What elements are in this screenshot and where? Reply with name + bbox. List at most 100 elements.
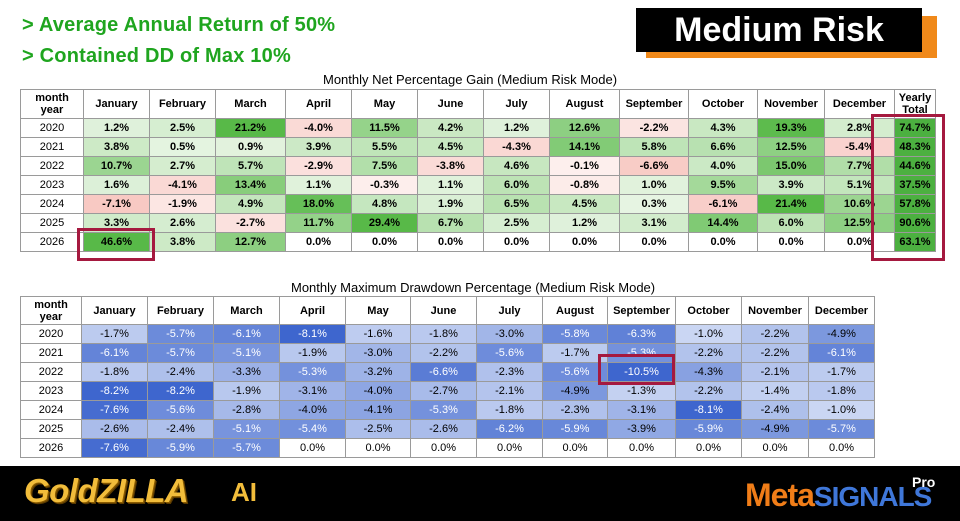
gain-table-title: Monthly Net Percentage Gain (Medium Risk… xyxy=(323,72,618,87)
month-header-april: April xyxy=(285,89,352,119)
month-header-may: May xyxy=(345,296,411,325)
highlight-jan-2026 xyxy=(77,228,155,261)
value-cell: 0.3% xyxy=(619,194,689,214)
value-cell: -3.0% xyxy=(476,324,543,344)
value-cell: -5.9% xyxy=(147,438,214,458)
value-cell: -3.1% xyxy=(607,400,676,420)
value-cell: -8.2% xyxy=(81,381,148,401)
value-cell: 2.8% xyxy=(824,118,895,138)
value-cell: -7.6% xyxy=(81,438,148,458)
value-cell: 4.5% xyxy=(417,137,484,157)
value-cell: -2.6% xyxy=(410,419,477,439)
yearly-total-cell: 44.6% xyxy=(894,156,936,176)
month-header-june: June xyxy=(410,296,477,325)
month-header-april-line: April xyxy=(305,98,332,110)
corner-header-line: month xyxy=(35,92,69,104)
value-cell: -1.0% xyxy=(675,324,742,344)
value-cell: 21.2% xyxy=(215,118,286,138)
year-cell: 2020 xyxy=(20,118,84,138)
month-header-november-line: November xyxy=(764,98,818,110)
value-cell: 2.5% xyxy=(483,213,550,233)
value-cell: -0.8% xyxy=(549,175,620,195)
value-cell: -3.9% xyxy=(607,419,676,439)
drawdown-table: month year January February March April May Jun… xyxy=(20,296,875,458)
month-header-august: August xyxy=(542,296,608,325)
year-cell: 2025 xyxy=(20,419,82,439)
value-cell: -1.7% xyxy=(808,362,875,382)
value-cell: -2.8% xyxy=(213,400,280,420)
value-cell: -5.3% xyxy=(410,400,477,420)
value-cell: 0.0% xyxy=(417,232,484,252)
month-header-february: February xyxy=(149,89,216,119)
month-header-february: February xyxy=(147,296,214,325)
value-cell: 2.5% xyxy=(149,118,216,138)
metasignals-logo-meta: Meta xyxy=(745,477,815,513)
value-cell: -5.6% xyxy=(542,362,608,382)
value-cell: -5.3% xyxy=(279,362,346,382)
value-cell: -6.1% xyxy=(688,194,758,214)
gain-table: month year January February March April May Jun… xyxy=(20,89,936,252)
value-cell: 3.8% xyxy=(83,137,150,157)
month-header-january-line: January xyxy=(93,304,136,317)
value-cell: -1.8% xyxy=(808,381,875,401)
value-cell: -3.3% xyxy=(213,362,280,382)
table-row: 2024 -7.6% -5.6% -2.8% -4.0% -4.1% -5.3% -1.8% -… xyxy=(20,400,875,420)
highlight-yearly-total xyxy=(871,114,945,261)
month-header-july-line: July xyxy=(505,98,528,110)
value-cell: -1.7% xyxy=(81,324,148,344)
value-cell: -4.1% xyxy=(149,175,216,195)
metasignals-logo-pro: Pro xyxy=(912,474,936,490)
value-cell: 0.0% xyxy=(808,438,875,458)
month-header-november: November xyxy=(757,89,825,119)
value-cell: -4.9% xyxy=(741,419,809,439)
value-cell: 0.0% xyxy=(824,232,895,252)
corner-header-line: month xyxy=(34,298,68,311)
value-cell: 2.6% xyxy=(149,213,216,233)
value-cell: 0.0% xyxy=(619,232,689,252)
value-cell: 4.6% xyxy=(483,156,550,176)
value-cell: -5.7% xyxy=(213,438,280,458)
value-cell: 6.0% xyxy=(757,213,825,233)
value-cell: -2.4% xyxy=(147,362,214,382)
gain-table-header-row: month year January February March April May Jun… xyxy=(20,89,936,119)
value-cell: 13.4% xyxy=(215,175,286,195)
value-cell: 10.7% xyxy=(83,156,150,176)
month-header-january: January xyxy=(83,89,150,119)
value-cell: 4.0% xyxy=(688,156,758,176)
value-cell: 0.0% xyxy=(675,438,742,458)
value-cell: 14.4% xyxy=(688,213,758,233)
value-cell: 6.0% xyxy=(483,175,550,195)
month-header-february-line: February xyxy=(158,98,207,110)
month-header-april: April xyxy=(279,296,346,325)
drawdown-table-header-row: month year January February March April May Jun… xyxy=(20,296,875,325)
year-cell: 2022 xyxy=(20,362,82,382)
table-row: 2022 -1.8% -2.4% -3.3% -5.3% -3.2% -6.6% -2.3% -… xyxy=(20,362,875,382)
value-cell: 5.7% xyxy=(215,156,286,176)
yearly-total-cell: 37.5% xyxy=(894,175,936,195)
value-cell: 0.0% xyxy=(410,438,477,458)
month-header-march: March xyxy=(213,296,280,325)
value-cell: -2.4% xyxy=(147,419,214,439)
value-cell: -8.1% xyxy=(675,400,742,420)
month-header-march: March xyxy=(215,89,286,119)
table-row: 2022 10.7% 2.7% 5.7% -2.9% 7.5% -3.8% 4.6% -0.1%… xyxy=(20,156,936,176)
value-cell: -5.4% xyxy=(279,419,346,439)
value-cell: 2.7% xyxy=(149,156,216,176)
value-cell: -0.3% xyxy=(351,175,418,195)
table-row: 2021 -6.1% -5.7% -5.1% -1.9% -3.0% -2.2% -5.6% -… xyxy=(20,343,875,363)
value-cell: -1.0% xyxy=(808,400,875,420)
value-cell: 4.3% xyxy=(688,118,758,138)
value-cell: 19.3% xyxy=(757,118,825,138)
value-cell: -2.6% xyxy=(81,419,148,439)
corner-header: month year xyxy=(20,89,84,119)
year-cell: 2022 xyxy=(20,156,84,176)
value-cell: 0.5% xyxy=(149,137,216,157)
value-cell: -5.6% xyxy=(476,343,543,363)
value-cell: 11.7% xyxy=(285,213,352,233)
month-header-september-line: September xyxy=(613,304,670,317)
value-cell: -5.7% xyxy=(147,343,214,363)
value-cell: -2.2% xyxy=(410,343,477,363)
value-cell: -2.3% xyxy=(476,362,543,382)
value-cell: 1.1% xyxy=(285,175,352,195)
footer-bar xyxy=(0,466,960,521)
